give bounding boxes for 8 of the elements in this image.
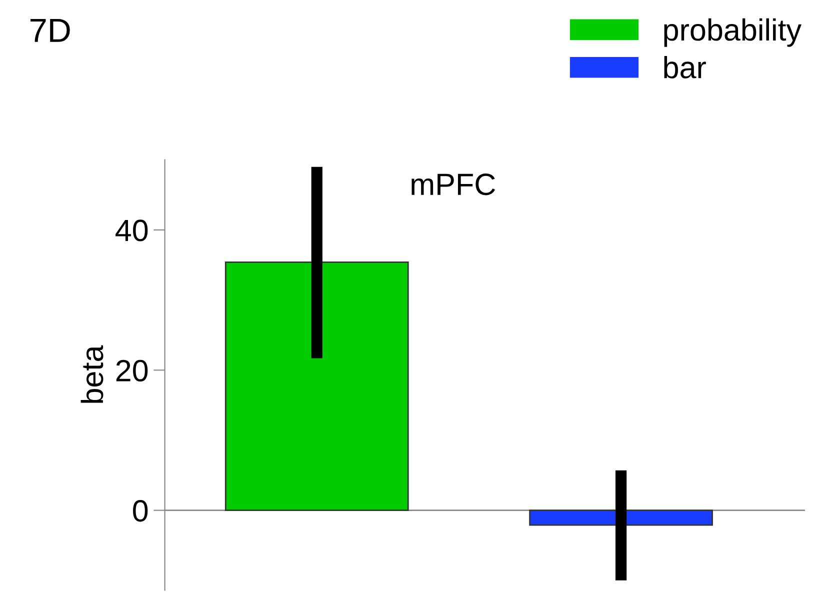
legend-label: bar [664, 56, 706, 78]
y-tick-label: 20 [116, 360, 148, 382]
chart-subtitle: mPFC [412, 174, 496, 196]
legend-label: probability [664, 18, 802, 47]
chart-title: 7D [30, 18, 70, 42]
y-axis-title: beta [80, 345, 104, 403]
y-tick-label: 0 [133, 500, 148, 522]
y-tick-label: 40 [116, 220, 148, 242]
